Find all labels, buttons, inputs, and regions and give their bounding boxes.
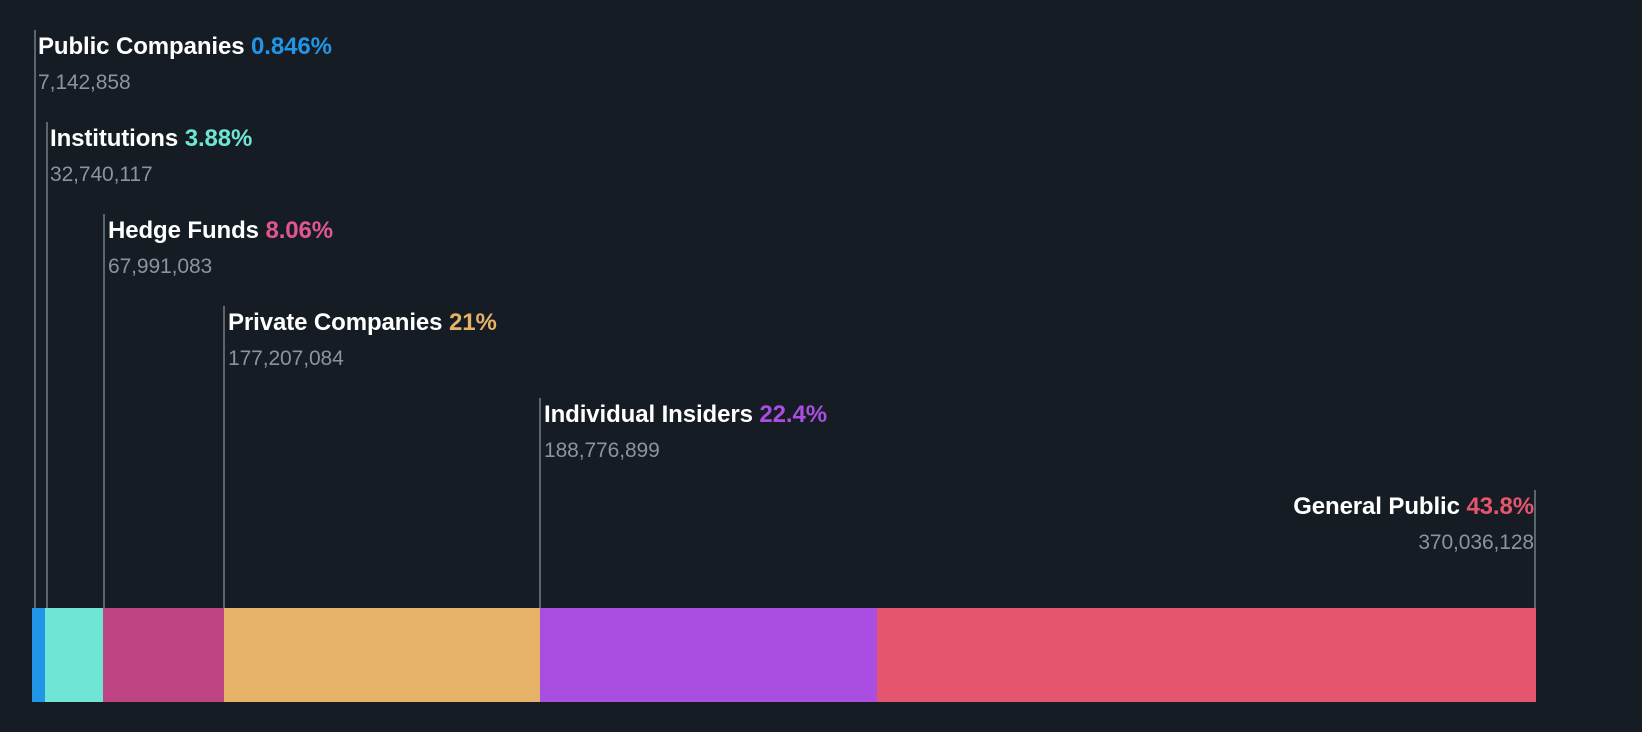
- segment-name: General Public: [1293, 493, 1460, 520]
- segment-label-title: Private Companies 21%: [228, 309, 497, 337]
- segment-percent: 0.846%: [251, 33, 332, 60]
- segment-shares: 188,776,899: [544, 439, 660, 462]
- segment-label-general-public: General Public 43.8% 370,036,128: [1293, 493, 1534, 556]
- segment-name: Individual Insiders: [544, 401, 753, 428]
- segment-label-title: Public Companies 0.846%: [38, 33, 332, 61]
- leader-line-public-companies: [34, 30, 36, 608]
- segment-shares: 7,142,858: [38, 71, 131, 94]
- segment-label-title: Institutions 3.88%: [50, 125, 252, 153]
- segment-name: Hedge Funds: [108, 217, 259, 244]
- segment-shares: 370,036,128: [1418, 531, 1534, 554]
- segment-percent: 22.4%: [759, 401, 827, 428]
- leader-line-institutions: [46, 122, 48, 608]
- segment-label-institutions: Institutions 3.88% 32,740,117: [50, 125, 252, 188]
- segment-percent: 21%: [448, 309, 497, 336]
- segment-label-title: General Public 43.8%: [1293, 493, 1534, 521]
- segment-name: Public Companies: [38, 33, 245, 60]
- leader-line-general-public: [1534, 490, 1536, 608]
- stacked-bar: [32, 608, 1536, 702]
- leader-line-private-companies: [223, 306, 225, 608]
- segment-name: Private Companies: [228, 309, 443, 336]
- bar-segment-hedge-funds[interactable]: [103, 608, 225, 702]
- segment-label-individual-insiders: Individual Insiders 22.4% 188,776,899: [544, 401, 827, 464]
- bar-segment-individual-insiders[interactable]: [540, 608, 878, 702]
- segment-label-public-companies: Public Companies 0.846% 7,142,858: [38, 33, 332, 96]
- leader-line-individual-insiders: [539, 398, 541, 608]
- segment-label-hedge-funds: Hedge Funds 8.06% 67,991,083: [108, 217, 333, 280]
- bar-segment-general-public[interactable]: [877, 608, 1536, 702]
- segment-shares: 32,740,117: [50, 163, 153, 186]
- bar-segment-institutions[interactable]: [44, 608, 104, 702]
- segment-percent: 43.8%: [1466, 493, 1534, 520]
- segment-label-title: Individual Insiders 22.4%: [544, 401, 827, 429]
- segment-label-private-companies: Private Companies 21% 177,207,084: [228, 309, 497, 372]
- leader-line-hedge-funds: [103, 214, 105, 608]
- segment-label-title: Hedge Funds 8.06%: [108, 217, 333, 245]
- segment-shares: 177,207,084: [228, 347, 344, 370]
- segment-percent: 3.88%: [184, 125, 253, 152]
- bar-segment-private-companies[interactable]: [224, 608, 541, 702]
- segment-shares: 67,991,083: [108, 255, 213, 278]
- segment-name: Institutions: [50, 125, 179, 152]
- bar-segment-public-companies[interactable]: [32, 608, 45, 702]
- segment-percent: 8.06%: [265, 217, 334, 244]
